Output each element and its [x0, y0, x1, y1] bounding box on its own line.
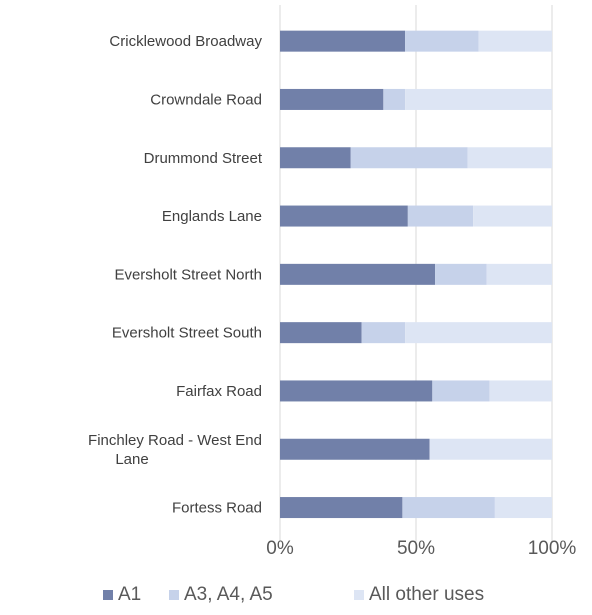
bar-segment-0-4 — [280, 263, 436, 285]
bar-segment-2-7 — [429, 438, 552, 460]
category-label: Fortess Road — [172, 500, 262, 517]
bar-segment-1-0 — [405, 30, 479, 52]
x-tick-label: 100% — [528, 538, 577, 559]
legend-swatch — [169, 590, 179, 600]
legend-swatch — [354, 590, 364, 600]
bars — [280, 30, 552, 519]
bar-segment-2-3 — [473, 205, 552, 227]
legend: A1 A3, A4, A5 All other uses — [103, 584, 484, 605]
category-label: Cricklewood Broadway — [109, 33, 262, 50]
legend-label: All other uses — [369, 584, 484, 605]
bar-segment-0-1 — [280, 88, 384, 110]
legend-label: A3, A4, A5 — [184, 584, 273, 605]
bar-segment-1-6 — [432, 380, 490, 402]
category-label: Eversholt Street North — [114, 266, 262, 283]
category-label: Fairfax Road — [176, 383, 262, 400]
bar-segment-0-5 — [280, 322, 362, 344]
bar-segment-0-8 — [280, 497, 403, 519]
bar-segment-0-0 — [280, 30, 406, 52]
bar-segment-2-0 — [478, 30, 552, 52]
bar-segment-0-3 — [280, 205, 408, 227]
bar-segment-2-1 — [405, 88, 552, 110]
bar-segment-2-6 — [489, 380, 552, 402]
category-label: Drummond Street — [144, 150, 263, 167]
legend-label: A1 — [118, 584, 141, 605]
category-label: Englands Lane — [162, 208, 262, 225]
legend-swatch — [103, 590, 113, 600]
bar-segment-1-1 — [383, 88, 406, 110]
bar-segment-1-8 — [402, 497, 495, 519]
category-label: Crowndale Road — [150, 91, 262, 108]
bar-segment-2-8 — [494, 497, 552, 519]
category-label: Eversholt Street South — [112, 325, 262, 342]
bar-segment-1-3 — [407, 205, 474, 227]
category-label: Lane — [115, 451, 148, 468]
bar-segment-0-2 — [280, 147, 351, 169]
category-labels: Cricklewood Broadway Crowndale Road Drummo… — [88, 33, 263, 516]
x-tick-label: 50% — [397, 538, 435, 559]
bar-segment-2-4 — [486, 263, 552, 285]
bar-segment-1-4 — [435, 263, 487, 285]
bar-segment-2-5 — [405, 322, 552, 344]
x-axis-ticks: 0% 50% 100% — [266, 538, 576, 559]
bar-segment-2-2 — [467, 147, 552, 169]
x-tick-label: 0% — [266, 538, 294, 559]
bar-segment-1-5 — [361, 322, 406, 344]
bar-segment-1-2 — [350, 147, 468, 169]
category-label: Finchley Road - West End — [88, 432, 262, 449]
bar-segment-0-6 — [280, 380, 433, 402]
bar-segment-0-7 — [280, 438, 430, 460]
